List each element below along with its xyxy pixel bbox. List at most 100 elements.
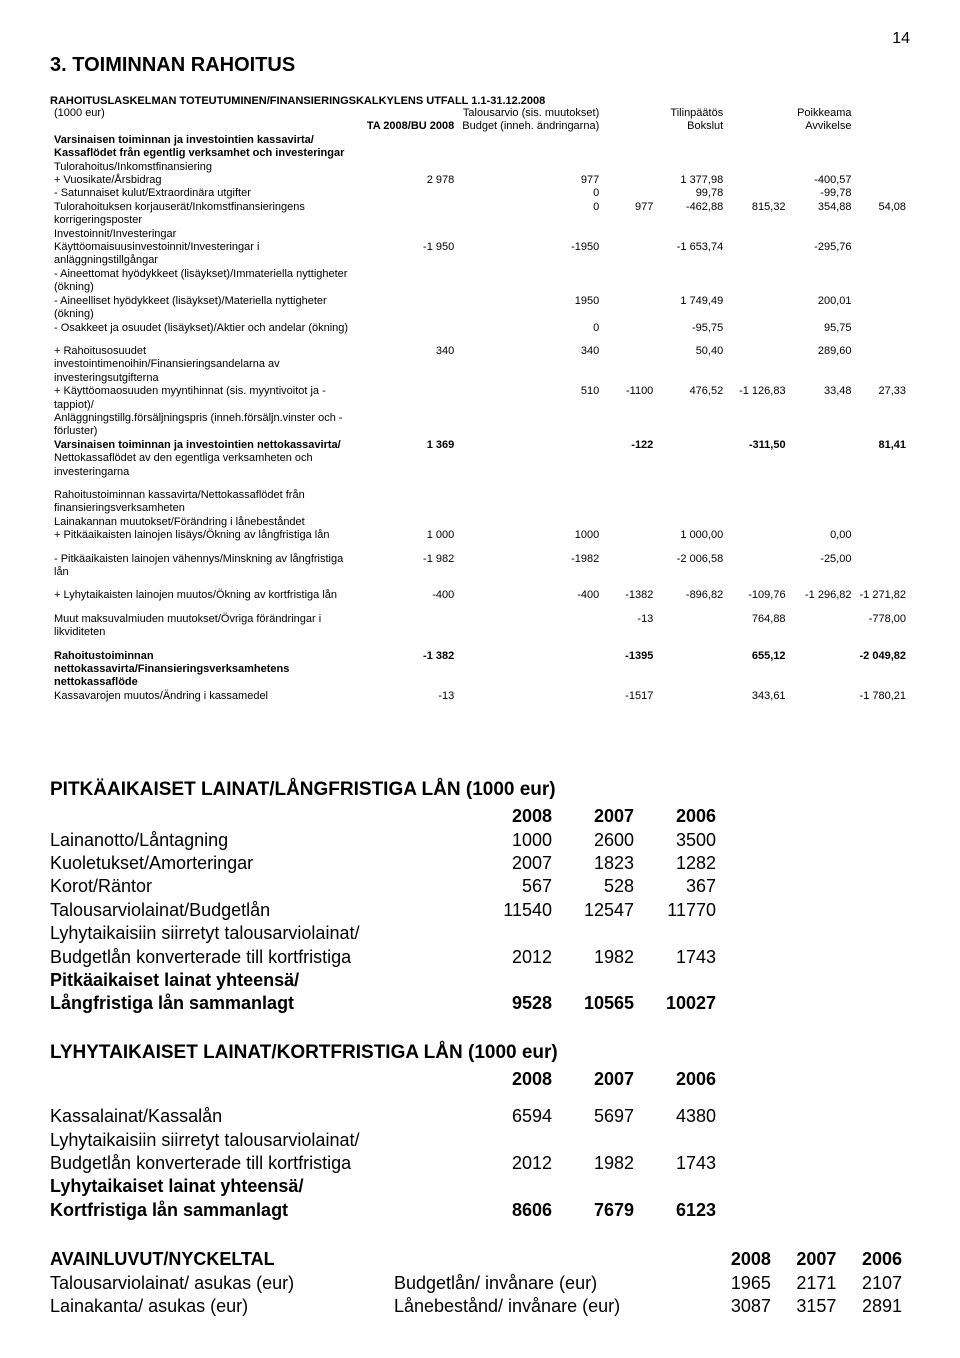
cell: 1282 — [646, 852, 728, 875]
table-header: 2008 2007 2006 — [50, 1068, 728, 1091]
cell — [646, 922, 728, 945]
table-row: - Satunnaiset kulut/Extraordinära utgift… — [50, 187, 910, 200]
cell: 2007 — [482, 852, 564, 875]
table-row: Tulorahoituksen korjauserät/Inkomstfinan… — [50, 201, 910, 228]
cell: 2107 — [844, 1272, 910, 1295]
table-row: Rahoitustoiminnan kassavirta/Nettokassaf… — [50, 489, 910, 516]
table-header: 2008 2007 2006 — [50, 805, 728, 828]
table-row: + Vuosikate/Årsbidrag 2 978 977 1 377,98… — [50, 174, 910, 187]
col-header: Bokslut — [657, 120, 727, 133]
cell: 3157 — [779, 1295, 845, 1318]
table-row: Rahoitustoiminnan nettokassavirta/Finans… — [50, 650, 910, 690]
row-label: Kuoletukset/Amorteringar — [50, 852, 482, 875]
table-row: - Osakkeet ja osuudet (lisäykset)/Aktier… — [50, 322, 910, 335]
table-row: Korot/Räntor567528367 — [50, 875, 728, 898]
col-header: Poikkeama — [790, 107, 856, 120]
page-number: 14 — [50, 30, 910, 48]
table-row: Lainakannan muutokset/Förändring i låneb… — [50, 516, 910, 529]
col-header: Talousarvio (sis. muutokset) — [458, 107, 603, 120]
table-row: Långfristiga lån sammanlagt 9528 10565 1… — [50, 992, 728, 1015]
kpi-title: AVAINLUVUT/NYCKELTAL — [50, 1248, 394, 1271]
long-loans-title: PITKÄAIKAISET LAINAT/LÅNGFRISTIGA LÅN (1… — [50, 779, 910, 801]
cell: 567 — [482, 875, 564, 898]
table-row: + Pitkäaikaisten lainojen lisäys/Ökning … — [50, 529, 910, 542]
row-label: Korot/Räntor — [50, 875, 482, 898]
cell: 2012 — [482, 1152, 564, 1175]
table-row: Lyhytaikaisiin siirretyt talousarviolain… — [50, 922, 728, 945]
page-title: 3. TOIMINNAN RAHOITUS — [50, 54, 910, 77]
table-row: Muut maksuvalmiuden muutokset/Övriga för… — [50, 613, 910, 640]
table-row: Anläggningstillg.försäljningspris (inneh… — [50, 412, 910, 439]
cell: 1000 — [482, 829, 564, 852]
kpi-label-sv: Lånebestånd/ invånare (eur) — [394, 1295, 713, 1318]
short-loans-table: 2008 2007 2006 Kassalainat/Kassalån65945… — [50, 1068, 728, 1222]
cell: 12547 — [564, 899, 646, 922]
kpi-header: AVAINLUVUT/NYCKELTAL 2008 2007 2006 — [50, 1248, 910, 1271]
cell: 1823 — [564, 852, 646, 875]
cell: 3087 — [713, 1295, 779, 1318]
short-loans-title: LYHYTAIKAISET LAINAT/KORTFRISTIGA LÅN (1… — [50, 1042, 910, 1064]
kpi-label-fi: Talousarviolainat/ asukas (eur) — [50, 1272, 394, 1295]
table-row: Lainanotto/Låntagning100026003500 — [50, 829, 728, 852]
table-row: Budgetlån konverterade till kortfristiga… — [50, 1152, 728, 1175]
header-row: TA 2008/BU 2008 Budget (inneh. ändringar… — [50, 120, 910, 133]
table-row: Investoinnit/Investeringar — [50, 228, 910, 241]
cell: 4380 — [646, 1105, 728, 1128]
table-row: - Pitkäaikaisten lainojen vähennys/Minsk… — [50, 553, 910, 580]
cell — [564, 1129, 646, 1152]
cell: 6594 — [482, 1105, 564, 1128]
cell: 1743 — [646, 946, 728, 969]
cell: 1982 — [564, 946, 646, 969]
cell: 5697 — [564, 1105, 646, 1128]
cell: 367 — [646, 875, 728, 898]
cell: 1982 — [564, 1152, 646, 1175]
row-label: Budgetlån konverterade till kortfristiga — [50, 946, 482, 969]
table-row: Tulorahoitus/Inkomstfinansiering — [50, 161, 910, 174]
financing-subtitle: RAHOITUSLASKELMAN TOTEUTUMINEN/FINANSIER… — [50, 95, 910, 107]
table-row: Nettokassaflödet av den egentliga verksa… — [50, 452, 910, 479]
row-label: Lyhytaikaisiin siirretyt talousarviolain… — [50, 922, 482, 945]
unit-note: (1000 eur) — [50, 107, 363, 120]
table-row: Talousarviolainat/Budgetlån1154012547117… — [50, 899, 728, 922]
table-row: Talousarviolainat/ asukas (eur)Budgetlån… — [50, 1272, 910, 1295]
table-row: Käyttöomaisuusinvestoinnit/Investeringar… — [50, 241, 910, 268]
col-header: Budget (inneh. ändringarna) — [458, 120, 603, 133]
cell: 2600 — [564, 829, 646, 852]
cell: 1743 — [646, 1152, 728, 1175]
cell: 11770 — [646, 899, 728, 922]
table-row: + Rahoitusosuudet investointimenoihin/Fi… — [50, 345, 910, 385]
cell — [646, 1129, 728, 1152]
row-label: Lainanotto/Låntagning — [50, 829, 482, 852]
table-row: Budgetlån konverterade till kortfristiga… — [50, 946, 728, 969]
table-row: Lyhytaikaisiin siirretyt talousarviolain… — [50, 1129, 728, 1152]
cell: 2012 — [482, 946, 564, 969]
table-row: Lainakanta/ asukas (eur)Lånebestånd/ inv… — [50, 1295, 910, 1318]
table-row: Lyhytaikaiset lainat yhteensä/ — [50, 1175, 728, 1198]
cell — [482, 922, 564, 945]
table-row: Kuoletukset/Amorteringar200718231282 — [50, 852, 728, 875]
table-row: Kortfristiga lån sammanlagt 8606 7679 61… — [50, 1199, 728, 1222]
table-row: Varsinaisen toiminnan ja investointien k… — [50, 134, 910, 147]
cell: 1965 — [713, 1272, 779, 1295]
table-row: Kassaflödet från egentlig verksamhet och… — [50, 147, 910, 160]
row-label: Budgetlån konverterade till kortfristiga — [50, 1152, 482, 1175]
table-row: Kassavarojen muutos/Ändring i kassamedel… — [50, 690, 910, 703]
table-row: Kassalainat/Kassalån659456974380 — [50, 1105, 728, 1128]
kpi-label-sv: Budgetlån/ invånare (eur) — [394, 1272, 713, 1295]
row-label: Talousarviolainat/Budgetlån — [50, 899, 482, 922]
cell: 2171 — [779, 1272, 845, 1295]
table-row: + Käyttöomaosuuden myyntihinnat (sis. my… — [50, 385, 910, 412]
cell — [564, 922, 646, 945]
row-label: Lyhytaikaisiin siirretyt talousarviolain… — [50, 1129, 482, 1152]
header-row: (1000 eur) Talousarvio (sis. muutokset) … — [50, 107, 910, 120]
cell: 11540 — [482, 899, 564, 922]
table-row: + Lyhytaikaisten lainojen muutos/Ökning … — [50, 589, 910, 602]
col-header: Tilinpäätös — [657, 107, 727, 120]
cell: 3500 — [646, 829, 728, 852]
long-loans-table: 2008 2007 2006 Lainanotto/Låntagning1000… — [50, 805, 728, 1016]
table-row: Pitkäaikaiset lainat yhteensä/ — [50, 969, 728, 992]
table-row: Varsinaisen toiminnan ja investointien n… — [50, 439, 910, 452]
financing-table: (1000 eur) Talousarvio (sis. muutokset) … — [50, 107, 910, 703]
cell: 528 — [564, 875, 646, 898]
col-header: TA 2008/BU 2008 — [363, 120, 458, 133]
